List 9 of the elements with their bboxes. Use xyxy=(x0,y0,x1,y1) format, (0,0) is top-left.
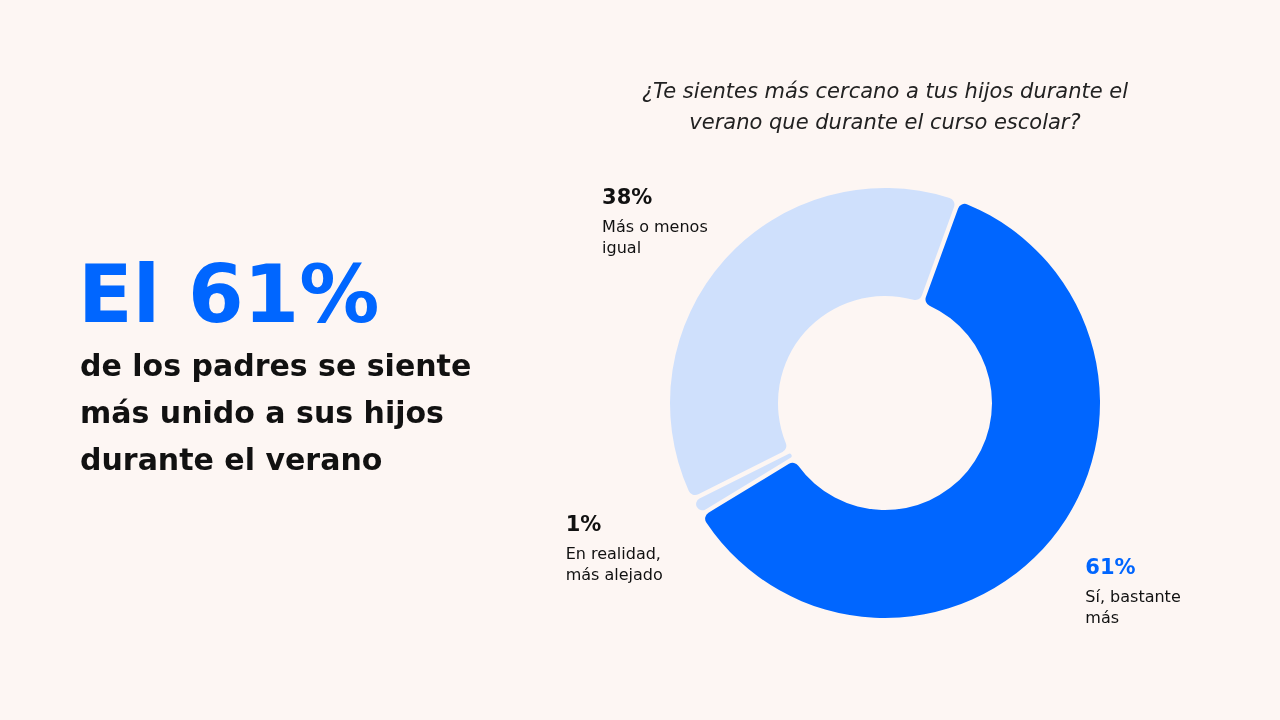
slice-label: Más o menos igual xyxy=(602,216,708,257)
text: de los padres se siente más unido a sus hijos durante el verano xyxy=(80,348,472,477)
data-label: 61% xyxy=(1085,554,1136,579)
text: El 61% xyxy=(78,248,380,341)
data-label: 1% xyxy=(565,511,602,536)
data-label: 38% xyxy=(602,184,653,209)
slice-label: En realidad, más alejado xyxy=(565,543,663,584)
chart-title: ¿Te sientes más cercano a tus hijos durante el verano que durante el curso escolar? xyxy=(641,79,1129,134)
slice-label: Sí, bastante más xyxy=(1085,586,1181,627)
